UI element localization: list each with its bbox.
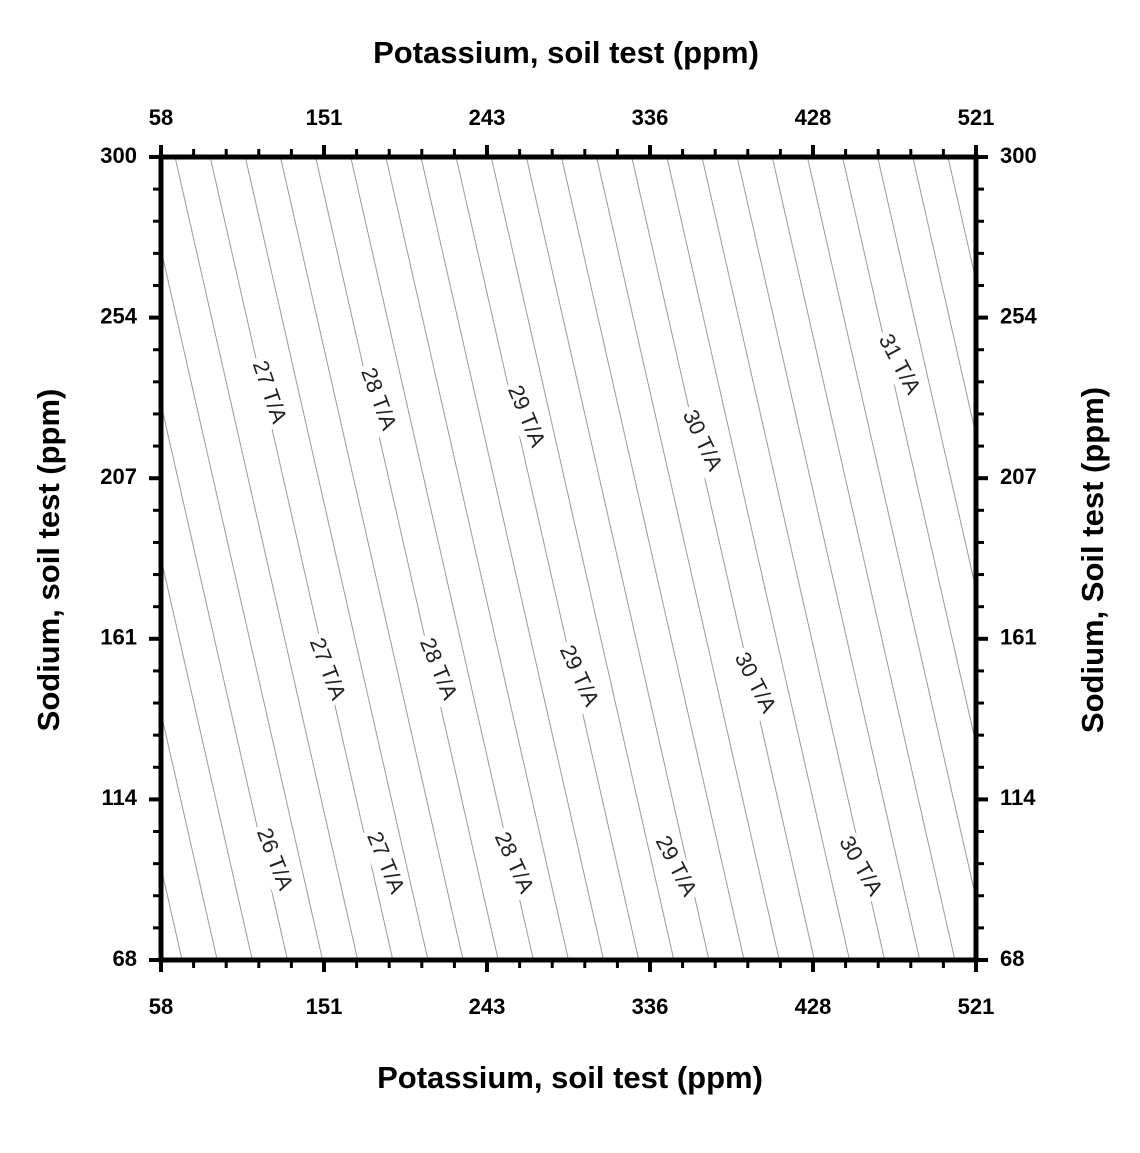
contour-label: 29 T/A	[555, 641, 605, 710]
contour-line	[1124, 157, 1140, 960]
contour-line	[279, 157, 464, 960]
y-tick-label-right: 68	[1000, 946, 1024, 971]
contour-label-background	[411, 631, 464, 708]
y-tick-label-left: 254	[100, 303, 137, 328]
contour-line	[596, 157, 780, 960]
contour-label-background	[499, 378, 552, 455]
y-tick-label-left: 207	[100, 464, 137, 489]
contour-line	[244, 157, 429, 960]
contour-label-background	[551, 638, 606, 715]
y-tick-label-left: 300	[100, 143, 137, 168]
contour-line	[350, 157, 534, 960]
contour-label: 30 T/A	[678, 406, 728, 475]
x-tick-label-top: 58	[149, 105, 173, 130]
x-tick-label-bottom: 58	[149, 994, 173, 1019]
contour-line	[161, 556, 253, 960]
contour-label: 30 T/A	[730, 648, 782, 717]
contour-line	[771, 157, 956, 960]
y-tick-label-right: 300	[1000, 143, 1037, 168]
contour-label: 28 T/A	[490, 828, 540, 897]
top-axis-title: Potassium, soil test (ppm)	[373, 35, 759, 70]
contour-line	[842, 157, 976, 747]
contour-line	[490, 157, 675, 960]
x-tick-label-bottom: 521	[958, 994, 995, 1019]
x-tick-label-top: 243	[469, 105, 506, 130]
contour-lines	[0, 157, 1140, 960]
contour-line	[174, 157, 359, 960]
y-tick-label-left: 161	[100, 625, 137, 650]
x-tick-label-top: 336	[632, 105, 669, 130]
contour-label: 31 T/A	[874, 330, 926, 399]
contour-label-background	[870, 326, 927, 403]
y-tick-label-left: 68	[113, 946, 137, 971]
contour-line	[912, 157, 976, 438]
contour-labels: 31 T/A 30 T/A 29 T/A 28 T/A 27 T/A 30 T/A 29 T…	[244, 326, 927, 905]
contour-line	[877, 157, 976, 592]
plot-frame	[158, 154, 979, 963]
y-tick-label-right: 207	[1000, 464, 1037, 489]
contour-line	[0, 157, 6, 960]
contour-label-background	[244, 354, 293, 431]
contour-label: 30 T/A	[834, 831, 888, 900]
contour-label: 29 T/A	[503, 381, 551, 450]
contour-line	[315, 157, 499, 960]
right-axis-title: Sodium, Soil test (ppm)	[1075, 387, 1110, 733]
contour-label-background	[358, 824, 411, 902]
left-axis-title: Sodium, soil test (ppm)	[31, 389, 66, 732]
contour-line	[209, 157, 394, 960]
contour-label: 28 T/A	[356, 364, 402, 433]
contour-label-background	[301, 631, 352, 708]
contour-line	[161, 710, 218, 960]
x-tick-label-top: 521	[958, 105, 995, 130]
contour-line	[666, 157, 851, 960]
y-tick-label-right: 254	[1000, 303, 1037, 328]
contour-line	[0, 157, 147, 960]
contour-label: 27 T/A	[305, 634, 352, 703]
contour-label-background	[726, 645, 783, 722]
contour-line	[560, 157, 745, 960]
contour-line	[631, 157, 815, 960]
contour-line	[525, 157, 710, 960]
x-tick-label-bottom: 151	[306, 994, 343, 1019]
contour-line	[455, 157, 640, 960]
contour-label: 27 T/A	[362, 828, 410, 897]
x-tick-label-top: 428	[795, 105, 832, 130]
contour-line	[701, 157, 886, 960]
bottom-axis-title: Potassium, soil test (ppm)	[377, 1060, 763, 1095]
contour-label-background	[248, 821, 299, 898]
contour-label-background	[674, 402, 729, 479]
contour-line	[806, 157, 976, 901]
x-tick-label-top: 151	[306, 105, 343, 130]
contour-line	[736, 157, 921, 960]
x-tick-label-bottom: 243	[469, 994, 506, 1019]
contour-line	[983, 157, 1140, 960]
x-tick-label-bottom: 428	[795, 994, 832, 1019]
contour-line	[161, 865, 183, 960]
x-tick-label-bottom: 336	[632, 994, 669, 1019]
y-tick-label-right: 161	[1000, 625, 1037, 650]
y-tick-label-left: 114	[102, 785, 138, 810]
contour-line	[420, 157, 605, 960]
contour-line	[161, 247, 324, 960]
contour-label-background	[486, 824, 540, 902]
contour-label: 27 T/A	[248, 357, 293, 426]
contour-line	[385, 157, 569, 960]
contour-label-background	[830, 828, 889, 905]
axis-ticks	[149, 145, 988, 972]
contour-label-background	[352, 361, 403, 438]
contour-label: 28 T/A	[415, 634, 463, 703]
contour-label: 26 T/A	[252, 824, 299, 893]
contour-line	[161, 401, 288, 960]
contour-label-background	[647, 828, 703, 905]
y-tick-label-right: 114	[1000, 785, 1036, 810]
